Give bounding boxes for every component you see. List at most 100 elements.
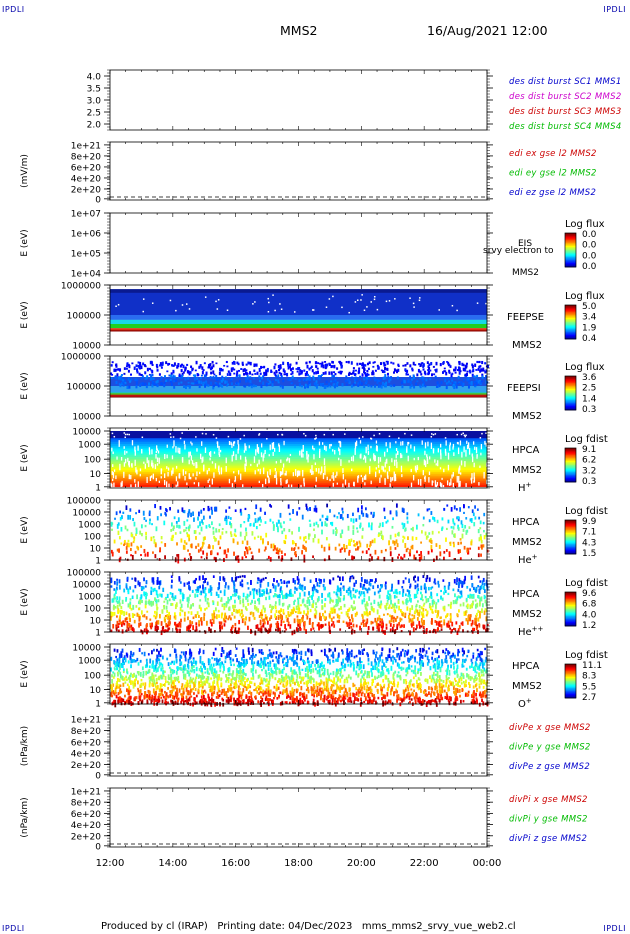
- hpca-he2-pixel: [423, 602, 426, 605]
- hpca-o-pixel: [134, 659, 137, 663]
- feepsi-pixel: [482, 367, 485, 372]
- feepsi-pixel: [384, 382, 387, 387]
- hpca-he2-pixel: [472, 593, 475, 599]
- hpca-h-gap: [237, 444, 240, 451]
- feepsi-pixel: [295, 361, 298, 365]
- hpca-he2-pixel: [249, 591, 252, 596]
- feepsi-pixel: [253, 369, 256, 372]
- hpca-h-gap: [263, 467, 265, 475]
- hpca-h-gap: [166, 454, 168, 459]
- feepsi-pixel: [299, 369, 302, 373]
- colorbar-swatch: [565, 238, 576, 241]
- hpca-he-pixel: [328, 555, 331, 561]
- hpca-he-pixel: [411, 536, 414, 541]
- hpca-o-pixel: [254, 697, 257, 700]
- feepsi-pixel: [186, 363, 189, 366]
- hpca-he2-pixel: [409, 586, 411, 589]
- hpca-h-gap: [480, 443, 483, 450]
- hpca-he-pixel: [252, 523, 255, 527]
- hpca-he2-pixel: [208, 588, 210, 594]
- hpca-h-gap: [456, 441, 459, 445]
- y-tick-label: 2.0: [87, 121, 102, 131]
- feepsi-pixel: [421, 383, 424, 388]
- feepsi-pixel: [183, 385, 186, 389]
- hpca-he-pixel: [315, 507, 318, 513]
- hpca-he2-pixel: [264, 607, 266, 612]
- hpca-he-pixel: [244, 507, 247, 511]
- hpca-he2-pixel: [363, 611, 366, 616]
- feepsi-pixel: [383, 370, 386, 374]
- hpca-he2-pixel: [404, 612, 407, 616]
- hpca-h-gap: [155, 477, 158, 482]
- hpca-he2-pixel: [312, 603, 314, 609]
- hpca-he-pixel: [272, 524, 275, 529]
- hpca-h-gap-top: [126, 433, 129, 436]
- hpca-h-gap: [264, 449, 266, 455]
- hpca-h-gap: [228, 478, 231, 484]
- hpca-he2-pixel: [194, 593, 197, 598]
- hpca-he2-pixel: [195, 590, 198, 594]
- hpca-h-row: [110, 444, 487, 447]
- feepsi-pixel: [444, 377, 447, 380]
- feepsi-pixel: [308, 381, 311, 385]
- hpca-h-gap: [375, 467, 377, 470]
- corner-mark-top-right: IPDLI: [603, 5, 626, 14]
- y-tick-label: 10000: [72, 581, 101, 591]
- hpca-he-pixel: [225, 530, 228, 534]
- hpca-he2-pixel: [227, 585, 230, 588]
- feepsi-pixel: [411, 368, 414, 372]
- hpca-he-pixel: [269, 557, 272, 562]
- hpca-he2-pixel: [165, 605, 168, 610]
- hpca-h-gap: [288, 458, 291, 463]
- hpca-he-pixel: [381, 535, 384, 541]
- feepsi-pixel: [254, 385, 257, 388]
- feepsi-pixel: [422, 368, 425, 371]
- hpca-h-gap: [323, 445, 326, 450]
- hpca-he2-pixel: [346, 622, 349, 627]
- hpca-he2-pixel: [238, 595, 241, 600]
- hpca-he-pixel: [457, 516, 460, 520]
- hpca-he2-pixel: [431, 618, 433, 623]
- hpca-he2-pixel: [166, 599, 169, 605]
- hpca-he2-pixel: [347, 609, 350, 612]
- hpca-he2-pixel: [451, 621, 454, 627]
- feepsi-pixel: [145, 385, 148, 389]
- hpca-h-gap: [432, 480, 434, 483]
- hpca-o-pixel: [152, 676, 155, 681]
- feepsi-pixel: [353, 378, 356, 382]
- hpca-he2-pixel: [121, 621, 123, 625]
- feepsi-pixel: [409, 375, 412, 379]
- hpca-he2-pixel: [195, 589, 198, 592]
- hpca-he-pixel: [418, 553, 421, 556]
- feepsi-pixel: [139, 361, 142, 366]
- hpca-h-gap: [166, 444, 168, 448]
- hpca-h-gap: [321, 466, 323, 473]
- feepsi-pixel: [475, 369, 478, 371]
- y-tick-label: 1000: [78, 441, 101, 451]
- hpca-he2-pixel: [333, 591, 336, 594]
- colorbar-swatch: [565, 455, 576, 457]
- hpca-h-gap: [382, 466, 385, 472]
- hpca-he2-pixel: [234, 577, 237, 582]
- hpca-h-gap: [344, 479, 347, 485]
- feepse-speck: [142, 298, 145, 300]
- hpca-he-pixel: [443, 550, 446, 554]
- hpca-he-pixel: [292, 509, 294, 514]
- hpca-he2-pixel: [138, 616, 141, 621]
- feepse-speck: [279, 303, 281, 305]
- hpca-he2-pixel: [312, 600, 315, 605]
- hpca-he2-pixel: [408, 590, 410, 595]
- hpca-he2-pixel: [297, 619, 300, 625]
- hpca-he2-pixel: [155, 611, 158, 616]
- hpca-h-gap: [312, 445, 314, 450]
- hpca-he2-pixel: [478, 623, 481, 628]
- hpca-he2-pixel: [155, 589, 158, 593]
- feepsi-pixel: [224, 380, 227, 384]
- hpca-he2-pixel: [297, 611, 300, 615]
- species-label: He++: [518, 625, 544, 638]
- hpca-he-pixel: [187, 511, 190, 516]
- feepsi-pixel: [181, 372, 184, 376]
- colorbar-swatch: [565, 235, 576, 238]
- hpca-he2-pixel: [377, 601, 380, 607]
